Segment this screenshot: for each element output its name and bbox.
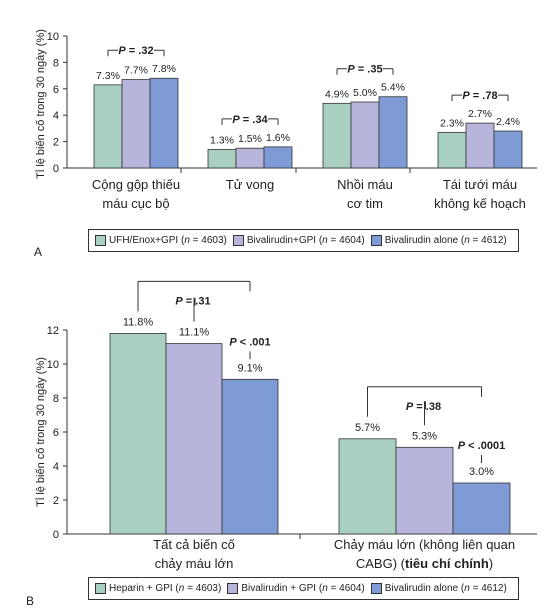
- legend-item: Heparin + GPI (n = 4603): [95, 583, 221, 594]
- legend-swatch: [370, 583, 382, 594]
- bar: [338, 438, 397, 535]
- legend-item: Bivalirudin+GPI (n = 4604): [232, 235, 365, 246]
- data-label-b: 9.1%: [237, 362, 262, 374]
- legend-label: Bivalirudin alone (n = 4612): [384, 235, 507, 246]
- category-label-b: chảy máu lớn: [155, 556, 234, 571]
- legend-a: UFH/Enox+GPI (n = 4603) Bivalirudin+GPI (…: [88, 229, 519, 252]
- data-label-a: 2.7%: [468, 108, 492, 120]
- category-label-a: Tử vong: [226, 177, 274, 192]
- y-tick-label-b: 0: [53, 529, 59, 541]
- legend-label: Bivalirudin alone (n = 4612): [384, 583, 507, 594]
- legend-label: Heparin + GPI (n = 4603): [109, 583, 222, 594]
- y-tick-label-a: 8: [53, 57, 59, 69]
- bar: [263, 146, 293, 169]
- p-value-b: P < .0001: [458, 440, 505, 452]
- y-tick-label-b: 12: [47, 325, 59, 337]
- p-value-a: P = .78: [462, 90, 497, 102]
- bar: [221, 378, 279, 535]
- category-label-a: không kế hoạch: [434, 196, 526, 211]
- category-label-a: Nhồi máu: [337, 177, 393, 192]
- p-value-b: P = .38: [406, 401, 441, 413]
- data-label-a: 1.5%: [238, 133, 262, 145]
- category-label-a: máu cục bộ: [102, 196, 169, 211]
- bar: [165, 343, 223, 535]
- data-label-a: 2.3%: [440, 117, 464, 129]
- data-label-a: 7.7%: [124, 65, 148, 77]
- y-tick-label-a: 6: [53, 84, 59, 96]
- bar: [121, 79, 151, 169]
- bar: [235, 147, 265, 169]
- y-tick-label-b: 6: [53, 427, 59, 439]
- bar: [149, 77, 179, 169]
- category-label-a: cơ tim: [347, 196, 383, 211]
- data-label-a: 7.8%: [152, 63, 176, 75]
- bar: [350, 101, 380, 169]
- legend-swatch: [95, 583, 106, 594]
- legend-label: Bivalirudin+GPI (n = 4604): [246, 235, 365, 246]
- y-tick-label-a: 10: [47, 31, 59, 43]
- y-tick-label-b: 10: [47, 359, 59, 371]
- bar: [395, 446, 454, 535]
- bar: [465, 122, 495, 169]
- bar: [109, 332, 167, 535]
- bar: [493, 130, 523, 169]
- legend-swatch: [232, 235, 244, 246]
- y-axis-label-a: Tỉ lệ biến cố trong 30 ngày (%): [35, 29, 47, 179]
- bar: [378, 96, 408, 169]
- legend-label: UFH/Enox+GPI (n = 4603): [109, 235, 227, 246]
- data-label-a: 1.6%: [266, 132, 290, 144]
- data-label-b: 11.1%: [179, 327, 210, 339]
- bar: [322, 102, 352, 169]
- y-tick-label-b: 4: [53, 461, 59, 473]
- legend-swatch: [95, 235, 106, 246]
- bar: [207, 149, 237, 169]
- y-tick-label-b: 2: [53, 495, 59, 507]
- category-label-a: Tái tưới máu: [443, 177, 517, 192]
- legend-swatch: [227, 583, 239, 594]
- p-value-a: P = .34: [232, 114, 268, 126]
- legend-item: Bivalirudin + GPI (n = 4604): [227, 583, 365, 594]
- p-value-a: P = .32: [118, 45, 153, 57]
- data-label-b: 11.8%: [123, 316, 154, 328]
- data-label-a: 5.0%: [353, 87, 377, 99]
- data-label-a: 4.9%: [325, 88, 349, 100]
- category-label-b: Tất cả biến cố: [153, 537, 235, 552]
- p-value-b: P = .31: [175, 295, 210, 307]
- y-axis-label-b: Tỉ lệ biến cố trong 30 ngày (%): [35, 357, 47, 507]
- y-tick-label-b: 8: [53, 393, 59, 405]
- legend-label: Bivalirudin + GPI (n = 4604): [241, 583, 365, 594]
- data-label-b: 3.0%: [469, 466, 494, 478]
- category-label-b: CABG) (tiêu chí chính): [356, 556, 493, 571]
- bar: [437, 131, 467, 169]
- bar: [93, 84, 123, 169]
- legend-b: Heparin + GPI (n = 4603) Bivalirudin + GP…: [88, 577, 519, 600]
- legend-item: Bivalirudin alone (n = 4612): [370, 235, 507, 246]
- legend-item: UFH/Enox+GPI (n = 4603): [95, 235, 227, 246]
- panel-label-a: A: [34, 245, 42, 259]
- data-label-b: 5.7%: [355, 422, 380, 434]
- data-label-a: 5.4%: [381, 82, 405, 94]
- y-tick-label-a: 0: [53, 163, 59, 175]
- category-label-a: Cộng gộp thiếu: [92, 177, 180, 192]
- y-tick-label-a: 4: [53, 110, 59, 122]
- data-label-a: 7.3%: [96, 70, 120, 82]
- data-label-a: 2.4%: [496, 116, 520, 128]
- data-label-a: 1.3%: [210, 135, 234, 147]
- p-value-a: P = .35: [347, 64, 382, 76]
- category-label-b: Chảy máu lớn (không liên quan: [334, 537, 515, 552]
- y-tick-label-a: 2: [53, 137, 59, 149]
- p-value-b: P < .001: [229, 336, 270, 348]
- legend-item: Bivalirudin alone (n = 4612): [370, 583, 507, 594]
- bar: [452, 482, 511, 535]
- data-label-b: 5.3%: [412, 430, 437, 442]
- legend-swatch: [370, 235, 382, 246]
- panel-label-b: B: [26, 594, 34, 608]
